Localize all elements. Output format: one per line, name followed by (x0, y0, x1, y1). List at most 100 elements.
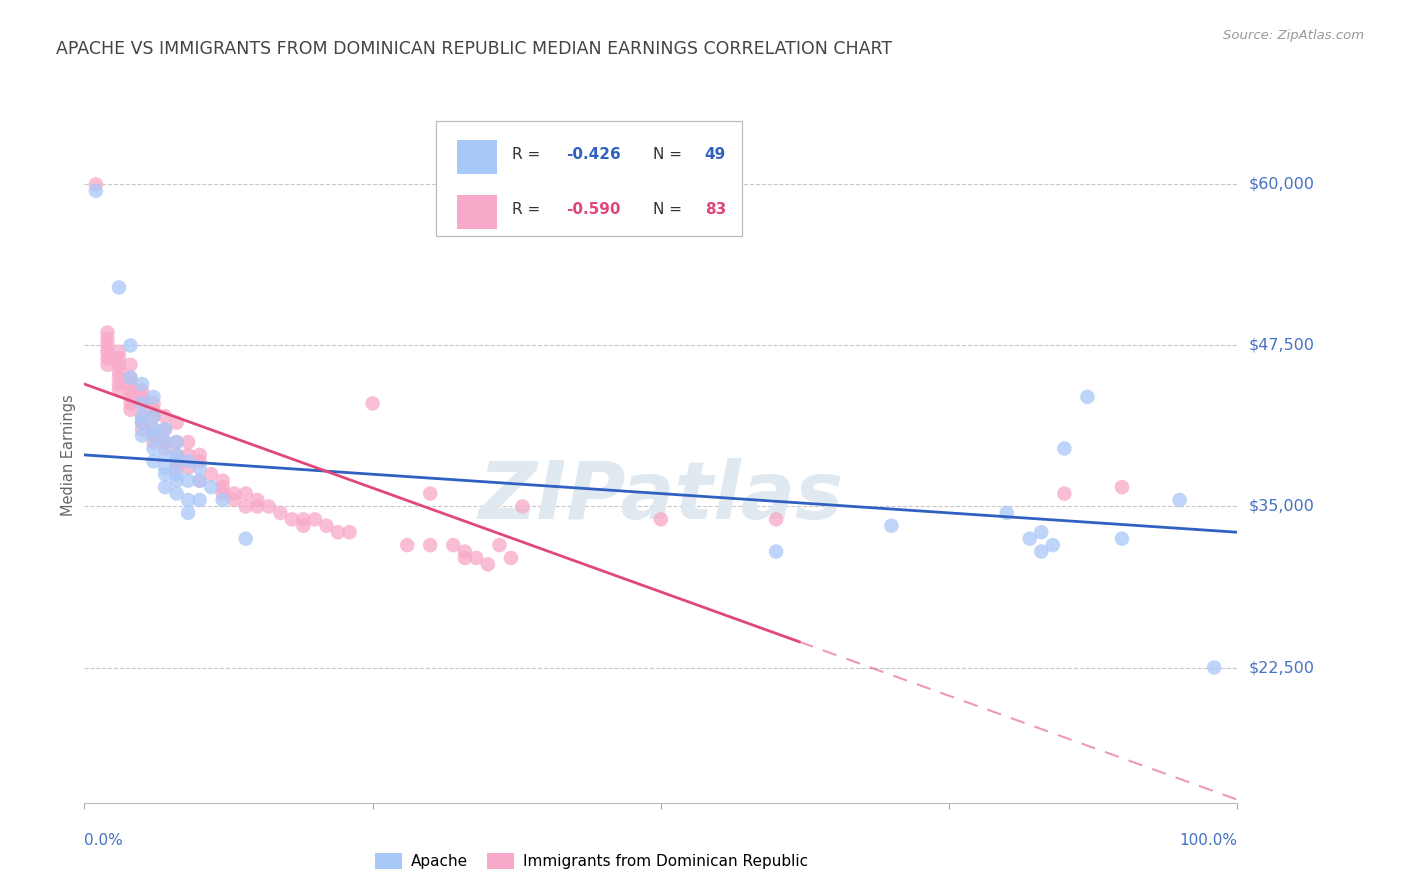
Point (419, 538, 441, 552)
Point (166, 454, 188, 468)
Point (153, 422, 176, 436)
Point (153, 467, 176, 482)
Point (120, 370, 142, 384)
Point (153, 448, 176, 462)
Point (1076, 390, 1098, 404)
Point (166, 467, 188, 482)
Point (166, 448, 188, 462)
Point (188, 454, 211, 468)
Text: -0.426: -0.426 (567, 147, 621, 161)
Text: ZIPatlas: ZIPatlas (478, 458, 844, 536)
Point (153, 422, 176, 436)
Point (108, 358, 131, 372)
Point (292, 512, 315, 526)
Point (419, 486, 441, 500)
Point (131, 384, 153, 398)
Point (188, 460, 211, 475)
FancyBboxPatch shape (457, 140, 498, 174)
Point (142, 428, 165, 442)
Text: $22,500: $22,500 (1249, 660, 1315, 675)
Point (166, 460, 188, 475)
Text: Source: ZipAtlas.com: Source: ZipAtlas.com (1223, 29, 1364, 42)
Text: 0.0%: 0.0% (84, 833, 124, 848)
Point (131, 422, 153, 436)
Point (281, 512, 304, 526)
Point (153, 442, 176, 456)
Point (96, 344, 118, 359)
Point (200, 480, 222, 494)
Point (120, 402, 142, 417)
Text: -0.590: -0.590 (567, 202, 621, 217)
Point (1042, 538, 1064, 552)
Point (153, 435, 176, 450)
Point (465, 551, 488, 566)
Point (211, 486, 233, 500)
Point (512, 500, 534, 514)
Text: $60,000: $60,000 (1249, 177, 1315, 192)
Point (315, 518, 337, 533)
Point (166, 435, 188, 450)
Point (246, 500, 269, 514)
Point (96, 351, 118, 366)
Point (326, 525, 349, 540)
Point (211, 474, 233, 488)
Point (1018, 532, 1040, 546)
Point (120, 370, 142, 384)
Point (188, 474, 211, 488)
Point (188, 493, 211, 508)
Text: $35,000: $35,000 (1249, 499, 1315, 514)
Point (304, 512, 326, 526)
Point (142, 390, 165, 404)
Point (477, 558, 499, 572)
Point (246, 493, 269, 508)
Point (131, 416, 153, 430)
Point (142, 409, 165, 424)
Point (131, 396, 153, 410)
Point (177, 448, 200, 462)
Point (142, 402, 165, 417)
Point (166, 486, 188, 500)
Point (1111, 532, 1133, 546)
Point (499, 551, 522, 566)
Point (120, 390, 142, 404)
Point (84, 178, 107, 192)
Text: N =: N = (652, 202, 686, 217)
Point (153, 480, 176, 494)
Point (142, 435, 165, 450)
Point (235, 486, 257, 500)
Text: APACHE VS IMMIGRANTS FROM DOMINICAN REPUBLIC MEDIAN EARNINGS CORRELATION CHART: APACHE VS IMMIGRANTS FROM DOMINICAN REPU… (56, 40, 893, 58)
Text: $47,500: $47,500 (1249, 338, 1315, 353)
Point (488, 538, 510, 552)
Point (166, 474, 188, 488)
Point (131, 416, 153, 430)
Point (235, 500, 257, 514)
Point (1168, 493, 1191, 508)
Point (131, 377, 153, 392)
Point (153, 435, 176, 450)
Point (108, 280, 131, 294)
Point (1053, 486, 1076, 500)
Point (108, 351, 131, 366)
Point (142, 422, 165, 436)
Text: 49: 49 (704, 147, 725, 161)
Point (257, 500, 280, 514)
Text: 83: 83 (704, 202, 725, 217)
Point (131, 396, 153, 410)
FancyBboxPatch shape (457, 195, 498, 229)
Point (96, 358, 118, 372)
Point (177, 506, 200, 520)
Point (177, 493, 200, 508)
Point (153, 409, 176, 424)
Point (224, 486, 246, 500)
Text: 100.0%: 100.0% (1180, 833, 1237, 848)
Point (131, 390, 153, 404)
Point (120, 384, 142, 398)
Point (880, 518, 903, 533)
Point (177, 460, 200, 475)
Point (166, 448, 188, 462)
Point (108, 384, 131, 398)
Point (1031, 525, 1053, 540)
Point (235, 532, 257, 546)
Point (120, 377, 142, 392)
Point (211, 493, 233, 508)
